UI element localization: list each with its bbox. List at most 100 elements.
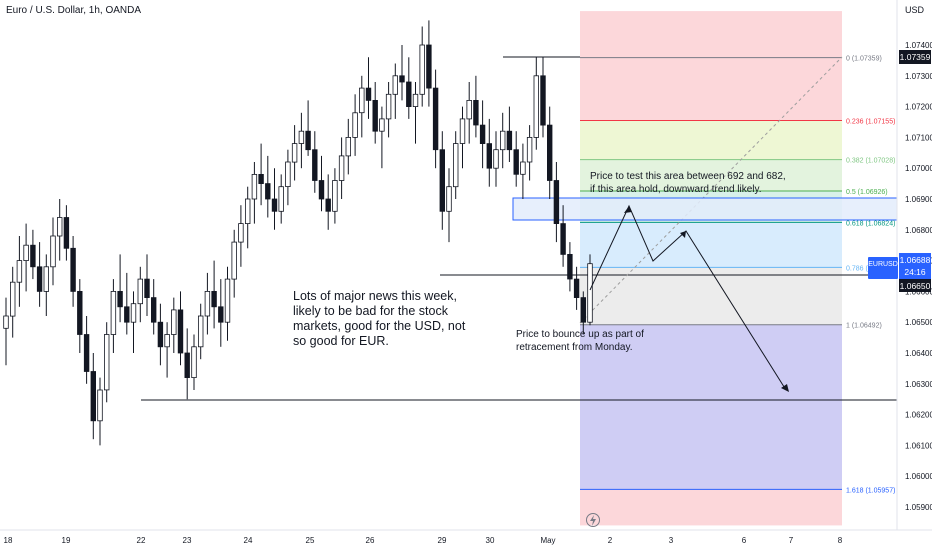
candle-body — [399, 75, 405, 83]
price-tick-label: 1.06400 — [905, 349, 932, 358]
candle-body — [16, 260, 23, 283]
arrow-head-up — [624, 206, 632, 213]
fib-level-label: 0.786 ( — [846, 265, 868, 272]
fib-level-label: 1 (1.06492) — [846, 323, 882, 330]
candle-body — [124, 306, 130, 323]
price-tick-label: 1.07100 — [905, 133, 932, 142]
candle-body — [137, 278, 143, 305]
candle-body — [57, 217, 63, 237]
candle-body — [587, 263, 593, 323]
candle-body — [385, 93, 392, 120]
candle-body — [446, 186, 452, 212]
candle-body — [406, 81, 412, 108]
candle-body — [452, 143, 459, 188]
candle-body — [50, 235, 56, 268]
candle-body — [110, 290, 117, 335]
fib-labels: 0 (1.07359) 0.236 (1.07155) 0.382 (1.07028… — [846, 56, 895, 495]
price-tick-label: 1.06000 — [905, 472, 932, 481]
candle-body — [412, 93, 419, 108]
bounce-annotation[interactable]: Price to bounce up as part of retracemen… — [516, 329, 644, 353]
candle-body — [117, 290, 123, 308]
candle-body — [177, 309, 184, 354]
test-area-rectangle[interactable] — [512, 197, 898, 221]
price-tick-label: 1.06100 — [905, 441, 932, 450]
time-tick-label: 30 — [486, 536, 495, 545]
top-line-price-text: 1.07359 — [900, 52, 931, 62]
candle-body — [231, 241, 237, 280]
fib-retracement[interactable] — [580, 11, 842, 526]
candle-body — [104, 334, 110, 391]
candle-body — [580, 297, 586, 323]
candle-body — [164, 334, 170, 348]
price-tick-label: 1.07200 — [905, 103, 932, 112]
price-tick-label: 1.05900 — [905, 503, 932, 512]
fib-zone — [580, 324, 842, 490]
candle-body — [540, 75, 546, 126]
candle-body — [560, 223, 566, 255]
candle-body — [144, 278, 150, 299]
lightning-icon[interactable] — [586, 513, 600, 527]
test-area-annotation[interactable]: Price to test this area between 692 and … — [590, 171, 786, 195]
candle-body — [83, 334, 90, 372]
time-tick-label: 3 — [669, 536, 674, 545]
candle-body — [43, 266, 49, 292]
candle-body — [547, 124, 553, 181]
candle-body — [345, 136, 351, 157]
candle-body — [305, 130, 311, 151]
candle-body — [439, 149, 445, 212]
candle-body — [520, 161, 526, 175]
price-tick-label: 1.06800 — [905, 226, 932, 235]
candle-body — [372, 100, 378, 132]
time-tick-label: 18 — [4, 536, 13, 545]
time-tick-label: 7 — [789, 536, 794, 545]
time-axis[interactable]: 18 19 22 23 24 25 26 29 30 May 2 3 6 7 8 — [4, 536, 843, 545]
candle-body — [204, 290, 211, 317]
lower-line-price-text: 1.06650 — [900, 281, 931, 291]
candle-body — [365, 87, 372, 101]
candle-body — [238, 223, 244, 243]
candle-body — [271, 198, 278, 212]
fib-trend-line[interactable] — [579, 56, 843, 324]
candle-body — [432, 87, 439, 151]
candle-body — [553, 180, 560, 224]
currency-label: USD — [905, 5, 925, 15]
fib-level-label: 0.236 (1.07155) — [846, 119, 895, 126]
candlesticks — [3, 20, 593, 446]
time-tick-label: 29 — [438, 536, 447, 545]
price-tick-label: 1.07000 — [905, 164, 932, 173]
candle-body — [157, 321, 164, 348]
candle-body — [251, 173, 258, 200]
candle-body — [244, 198, 251, 225]
projection-path[interactable] — [589, 204, 787, 391]
time-tick-label: 22 — [137, 536, 146, 545]
time-tick-label: 23 — [183, 536, 192, 545]
candle-body — [466, 100, 472, 120]
fib-zone — [580, 489, 842, 526]
current-price-tag: EURUSD 1.06688 24:16 — [868, 253, 931, 279]
candle-body — [473, 100, 479, 126]
fib-zone — [580, 11, 842, 121]
fib-zone — [580, 267, 842, 325]
chart-title: Euro / U.S. Dollar, 1h, OANDA — [6, 5, 142, 16]
candle-body — [36, 266, 43, 292]
price-tick-label: 1.06500 — [905, 318, 932, 327]
candle-body — [352, 112, 358, 138]
candle-body — [325, 198, 331, 212]
candle-body — [513, 149, 519, 175]
candle-body — [224, 278, 231, 323]
price-tick-label: 1.06900 — [905, 195, 932, 204]
price-tick-label: 1.07400 — [905, 41, 932, 50]
candle-body — [184, 352, 190, 379]
candle-body — [265, 183, 271, 200]
candle-body — [506, 130, 513, 151]
fib-zone — [580, 159, 842, 191]
candle-body — [318, 180, 325, 200]
candle-body — [30, 244, 36, 268]
fib-level-label: 0 (1.07359) — [846, 56, 882, 63]
time-tick-label: 2 — [608, 536, 613, 545]
time-tick-label: May — [540, 536, 555, 545]
fib-zone — [580, 222, 842, 268]
news-annotation[interactable]: Lots of major news this week, likely to … — [293, 289, 466, 348]
